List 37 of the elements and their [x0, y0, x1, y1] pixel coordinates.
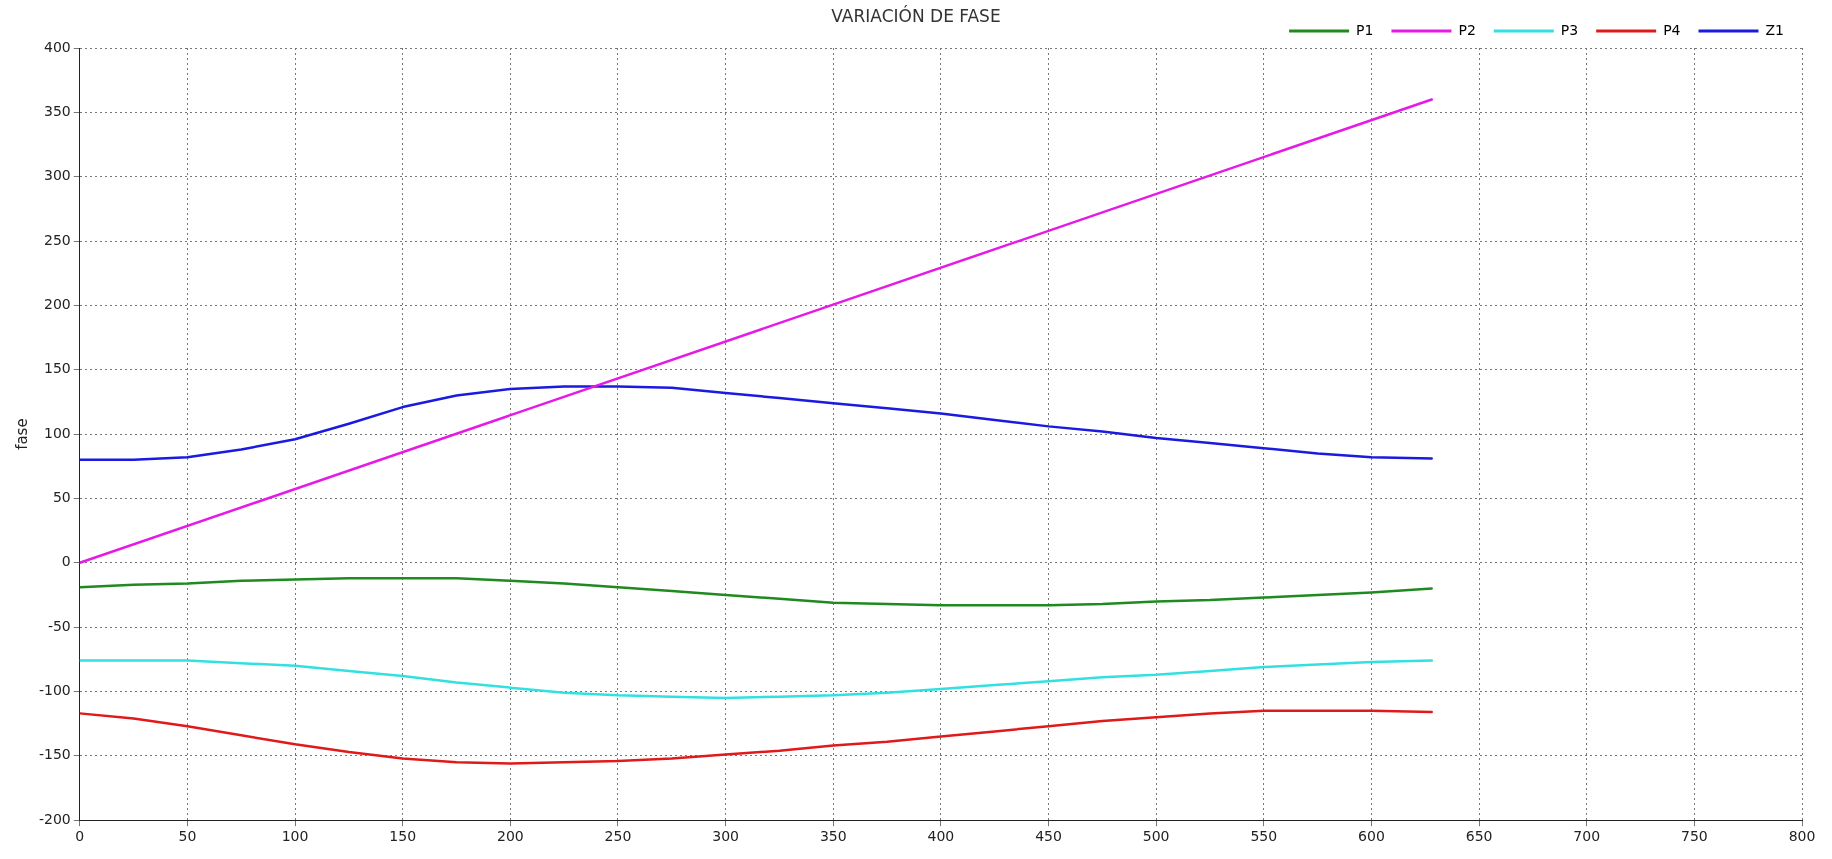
y-tick-label: -100	[38, 682, 71, 699]
x-tick-label: 300	[712, 828, 739, 845]
x-tick-label: 650	[1465, 828, 1493, 845]
y-tick-label: 200	[44, 296, 71, 313]
y-tick-label: 150	[44, 360, 71, 377]
x-tick-label: 800	[1788, 828, 1816, 845]
y-tick-label: -200	[38, 810, 71, 827]
x-tick-label: 350	[819, 828, 847, 845]
x-tick-label: 700	[1573, 828, 1601, 845]
y-tick-label: -50	[47, 617, 71, 634]
y-tick-label: 350	[44, 102, 71, 119]
x-tick-label: 750	[1680, 828, 1708, 845]
legend-label: P4	[1663, 21, 1681, 38]
chart-title: VARIACIÓN DE FASE	[831, 6, 1001, 26]
x-tick-label: 200	[496, 828, 524, 845]
legend-label: P1	[1356, 21, 1374, 38]
x-tick-label: 150	[389, 828, 417, 845]
y-tick-label: 100	[44, 424, 71, 441]
x-tick-label: 450	[1035, 828, 1062, 845]
y-tick-label: 0	[61, 553, 71, 570]
y-tick-label: 50	[52, 489, 71, 506]
x-tick-label: 600	[1358, 828, 1385, 845]
legend-label: P2	[1458, 21, 1476, 38]
x-tick-label: 500	[1142, 828, 1170, 845]
x-tick-label: 550	[1250, 828, 1278, 845]
y-tick-label: 250	[44, 231, 71, 248]
y-tick-label: -150	[38, 746, 71, 763]
legend-label: Z1	[1765, 21, 1784, 38]
x-tick-label: 100	[281, 828, 309, 845]
x-tick-label: 0	[75, 828, 85, 845]
legend-label: P3	[1560, 21, 1579, 38]
y-axis-title: fase	[12, 418, 31, 450]
x-tick-label: 400	[927, 828, 955, 845]
y-tick-label: 400	[44, 38, 71, 55]
x-tick-label: 50	[178, 828, 197, 845]
y-tick-label: 300	[44, 167, 71, 184]
x-tick-label: 250	[604, 828, 632, 845]
